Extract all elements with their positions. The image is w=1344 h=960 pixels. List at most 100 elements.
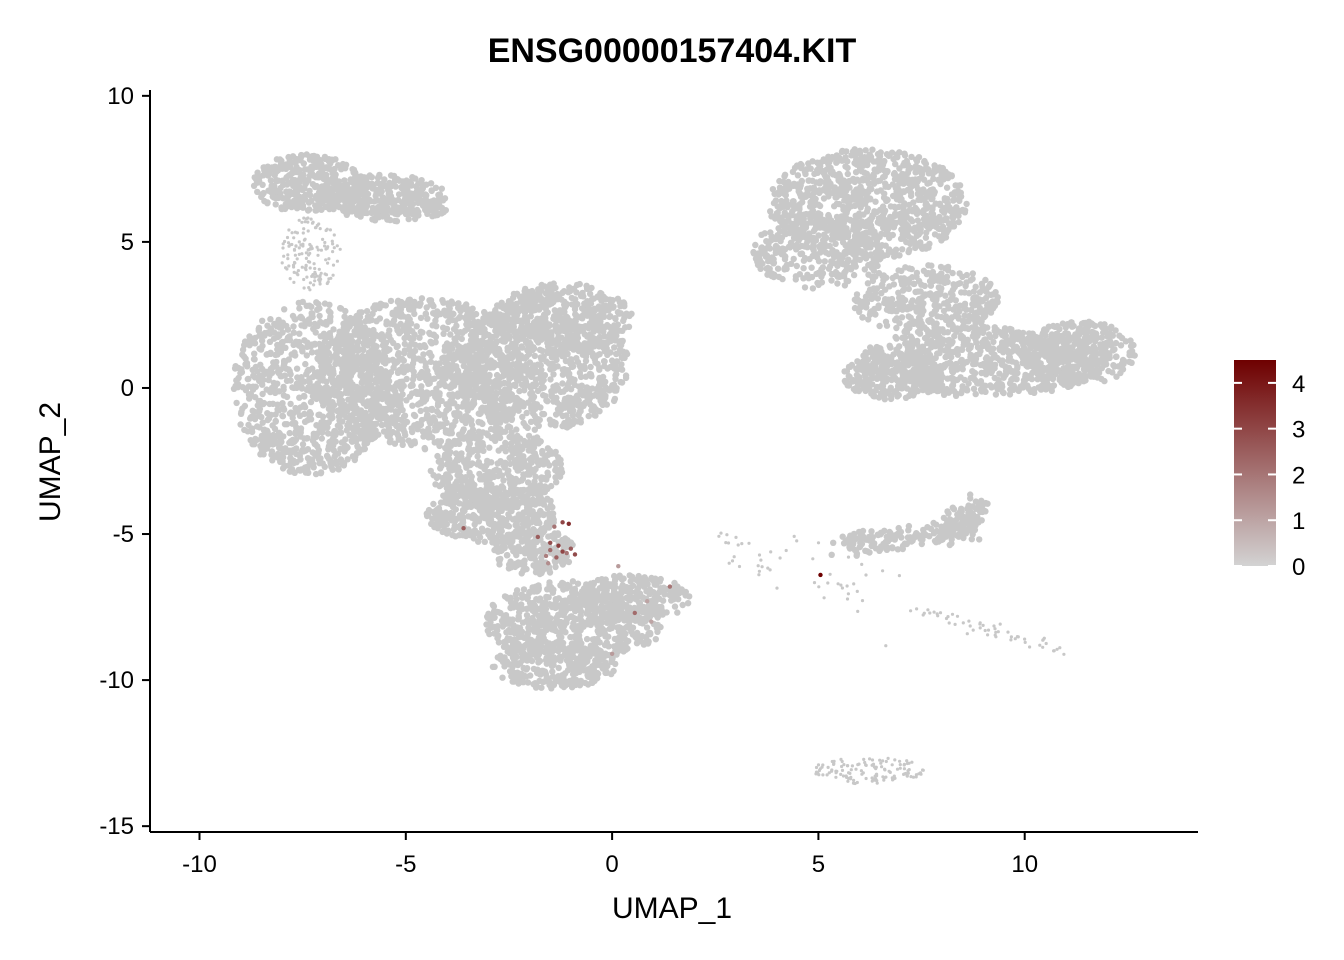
cell-point [348,387,355,395]
cell-point [335,178,343,185]
cell-point [401,347,409,354]
cell-point [433,385,440,392]
cell-point [548,346,555,353]
cell-point [306,187,313,195]
cell-point [523,565,530,573]
cell-point [242,361,249,368]
cell-point [336,400,344,407]
cell-point [527,390,534,397]
cell-point [369,391,377,398]
cell-point [611,395,619,403]
cell-point [494,383,502,390]
cell-point [436,203,443,211]
cell-point [401,412,409,419]
cell-point [327,257,331,261]
cell-point [431,417,439,424]
cell-point [493,391,500,398]
cell-point [481,508,488,515]
cell-point [435,440,442,447]
cell-point [547,502,554,509]
cell-point [317,222,321,226]
cell-point [369,216,376,223]
cell-point [386,384,394,391]
cell-point [532,511,539,519]
cell-point [461,399,469,406]
cell-point [304,417,311,424]
cell-point [230,385,238,392]
cell-point [547,421,554,428]
cell-point [313,299,320,306]
cell-point [578,401,585,409]
cell-point [515,377,522,384]
cell-point [457,488,464,495]
cell-point [532,465,539,473]
cell-point [271,425,279,433]
cell-point [369,185,376,192]
cell-point [441,514,448,521]
cell-point [610,303,617,310]
cell-point [473,369,481,376]
cell-point [304,217,309,221]
cell-point [428,187,435,195]
cell-point [460,362,467,370]
cell-point [274,346,281,353]
cell-point [280,383,287,391]
cell-point [249,339,256,346]
cell-point [538,569,545,577]
cell-point [420,351,427,358]
cell-point [326,261,330,265]
cell-point [292,430,299,438]
cell-point [585,306,592,313]
cell-point [588,407,595,414]
cell-point [601,339,609,347]
cell-point [308,266,312,270]
cell-point [297,467,304,474]
cell-point [418,295,426,302]
cell-point [481,326,488,333]
cell-point [301,166,309,173]
cell-point [576,369,584,377]
cell-point [394,327,401,334]
cell-point [266,167,274,175]
cell-point [318,435,325,442]
cell-point [445,312,452,319]
cell-point [490,408,497,415]
cell-point [259,317,266,324]
cell-point [264,200,271,207]
cell-point [395,368,402,375]
cell-point [397,320,404,328]
cell-point [569,333,576,340]
cell-point [345,396,352,403]
cell-point [392,358,399,365]
cell-point [289,414,296,422]
cell-point [510,294,517,301]
cell-point [454,403,461,411]
cell-point [302,227,306,231]
cell-point [405,313,412,321]
cell-point [304,256,308,260]
cell-point [535,306,543,313]
cell-point [260,451,267,458]
cell-point [514,467,521,474]
cell-point [589,385,596,392]
cell-point [322,384,329,391]
cell-point [266,368,273,376]
cell-point [539,315,547,322]
cell-point [446,465,453,472]
cell-point [498,404,505,412]
cell-point [439,297,446,304]
cell-point [508,474,515,482]
cell-point [611,344,618,351]
cell-point [500,368,507,375]
cell-point [296,269,300,273]
cell-point [256,372,263,379]
cell-point [315,390,323,397]
cell-point [263,351,270,358]
cell-point [512,433,519,441]
cell-point [449,503,457,511]
cell-point [251,356,258,363]
cell-point [419,181,426,188]
cell-point [343,181,350,188]
cell-point [358,309,365,316]
cell-point [290,323,297,330]
